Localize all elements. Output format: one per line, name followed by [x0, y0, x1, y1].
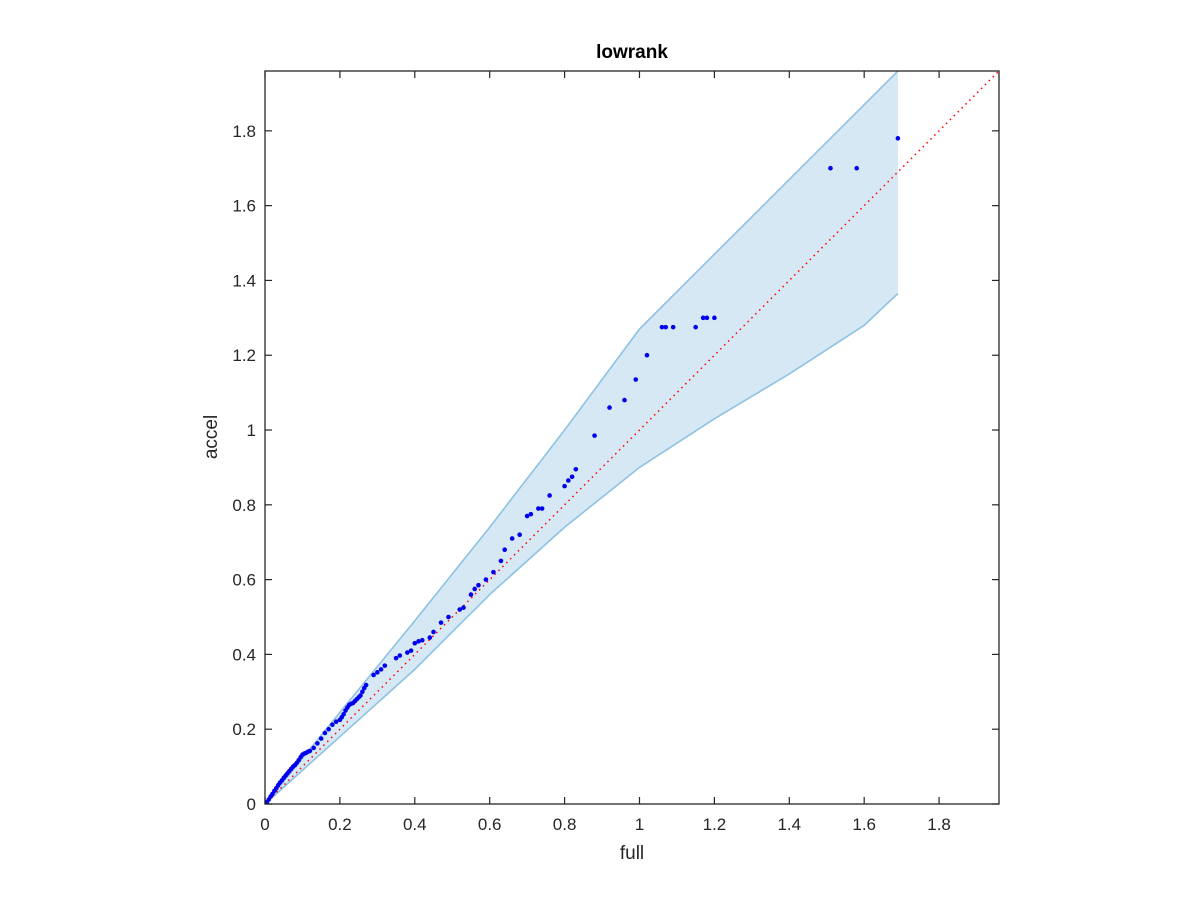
reference-line-group [265, 71, 999, 804]
data-point [491, 569, 496, 575]
data-point [326, 726, 331, 732]
x-axis-label: full [620, 843, 644, 864]
y-tick-label: 1 [247, 421, 256, 440]
data-point [371, 672, 376, 678]
axes: 0 0.2 0.4 0.6 0.8 1 1.2 1.4 1.6 1.8 0 0.2 0.4 0.6 0.8 1… [232, 70, 1000, 834]
data-point [457, 607, 463, 612]
y-tick-label: 0.8 [232, 496, 256, 515]
confidence-band [265, 71, 899, 804]
data-point [416, 639, 421, 644]
y-axis-label: accel [201, 415, 222, 459]
data-point [524, 513, 530, 519]
data-point [700, 315, 706, 321]
data-point [536, 506, 541, 511]
data-point [895, 136, 901, 141]
data-point [330, 722, 335, 728]
x-tick-label: 1.8 [927, 815, 951, 834]
data-point [446, 614, 451, 620]
data-point [419, 637, 425, 643]
y-tick-label: 1.2 [232, 346, 256, 365]
x-tick-label: 0.6 [478, 815, 502, 834]
x-tick-label: 0.8 [553, 815, 577, 834]
data-point [468, 592, 474, 597]
data-point [592, 433, 597, 438]
x-tick-label: 0.2 [328, 815, 352, 834]
data-point [393, 655, 399, 661]
data-point [438, 620, 444, 625]
data-point [476, 582, 481, 588]
band-fill [265, 71, 898, 804]
data-point [569, 474, 575, 480]
x-tick-label: 1 [635, 815, 644, 834]
data-point [363, 682, 369, 688]
data-point [663, 324, 669, 330]
data-point [412, 640, 418, 646]
data-point [472, 586, 478, 592]
data-point [461, 605, 466, 610]
data-point [828, 165, 833, 171]
chart-title: lowrank [596, 42, 668, 63]
x-tick-label: 1.2 [703, 815, 727, 834]
data-point [502, 547, 507, 552]
data-point [562, 483, 567, 489]
data-point [498, 558, 504, 564]
data-point [483, 577, 489, 582]
data-point [547, 493, 552, 498]
data-point [517, 532, 522, 538]
data-point [854, 165, 859, 171]
y-tick-label: 0.2 [232, 720, 256, 739]
x-tick-label: 0 [260, 815, 269, 834]
y-tick-label: 0 [247, 795, 256, 814]
band-upper-edge [265, 71, 899, 804]
data-point [644, 352, 650, 358]
data-point [360, 689, 365, 695]
data-point [358, 693, 363, 698]
data-point [622, 397, 627, 403]
data-point [427, 635, 433, 640]
data-point [307, 748, 313, 754]
data-point [539, 506, 545, 511]
data-point [528, 511, 534, 517]
data-point [341, 711, 346, 717]
data-point [633, 377, 639, 382]
x-tick-label: 1.4 [777, 815, 801, 834]
data-point [333, 719, 339, 725]
plot-frame [264, 70, 1000, 805]
data-point [322, 730, 328, 736]
data-points [264, 136, 901, 805]
data-point [704, 315, 710, 321]
data-point [318, 736, 324, 741]
x-tick-label: 0.4 [403, 815, 427, 834]
y-tick-label: 0.6 [232, 571, 256, 590]
y-tick-label: 0.4 [232, 645, 256, 664]
data-point [659, 324, 665, 330]
data-point [693, 324, 698, 330]
data-point [670, 324, 676, 330]
data-point [315, 741, 320, 746]
data-point [405, 650, 410, 655]
y-tick-label: 1.4 [232, 271, 256, 290]
data-point [378, 667, 384, 672]
data-point [408, 648, 414, 653]
data-point [375, 670, 380, 675]
y-tick-label: 1.6 [232, 197, 256, 216]
data-point [566, 478, 571, 483]
band-lower-edge [265, 292, 899, 804]
data-point [607, 405, 612, 410]
data-point [431, 629, 436, 635]
data-point [712, 315, 717, 321]
y-tick-label: 1.8 [232, 122, 256, 141]
reference-line [265, 71, 999, 804]
data-point [397, 653, 403, 658]
data-point [311, 745, 316, 751]
x-tick-label: 1.6 [852, 815, 876, 834]
data-point [382, 663, 388, 668]
data-point [509, 536, 515, 541]
data-point [573, 466, 579, 472]
